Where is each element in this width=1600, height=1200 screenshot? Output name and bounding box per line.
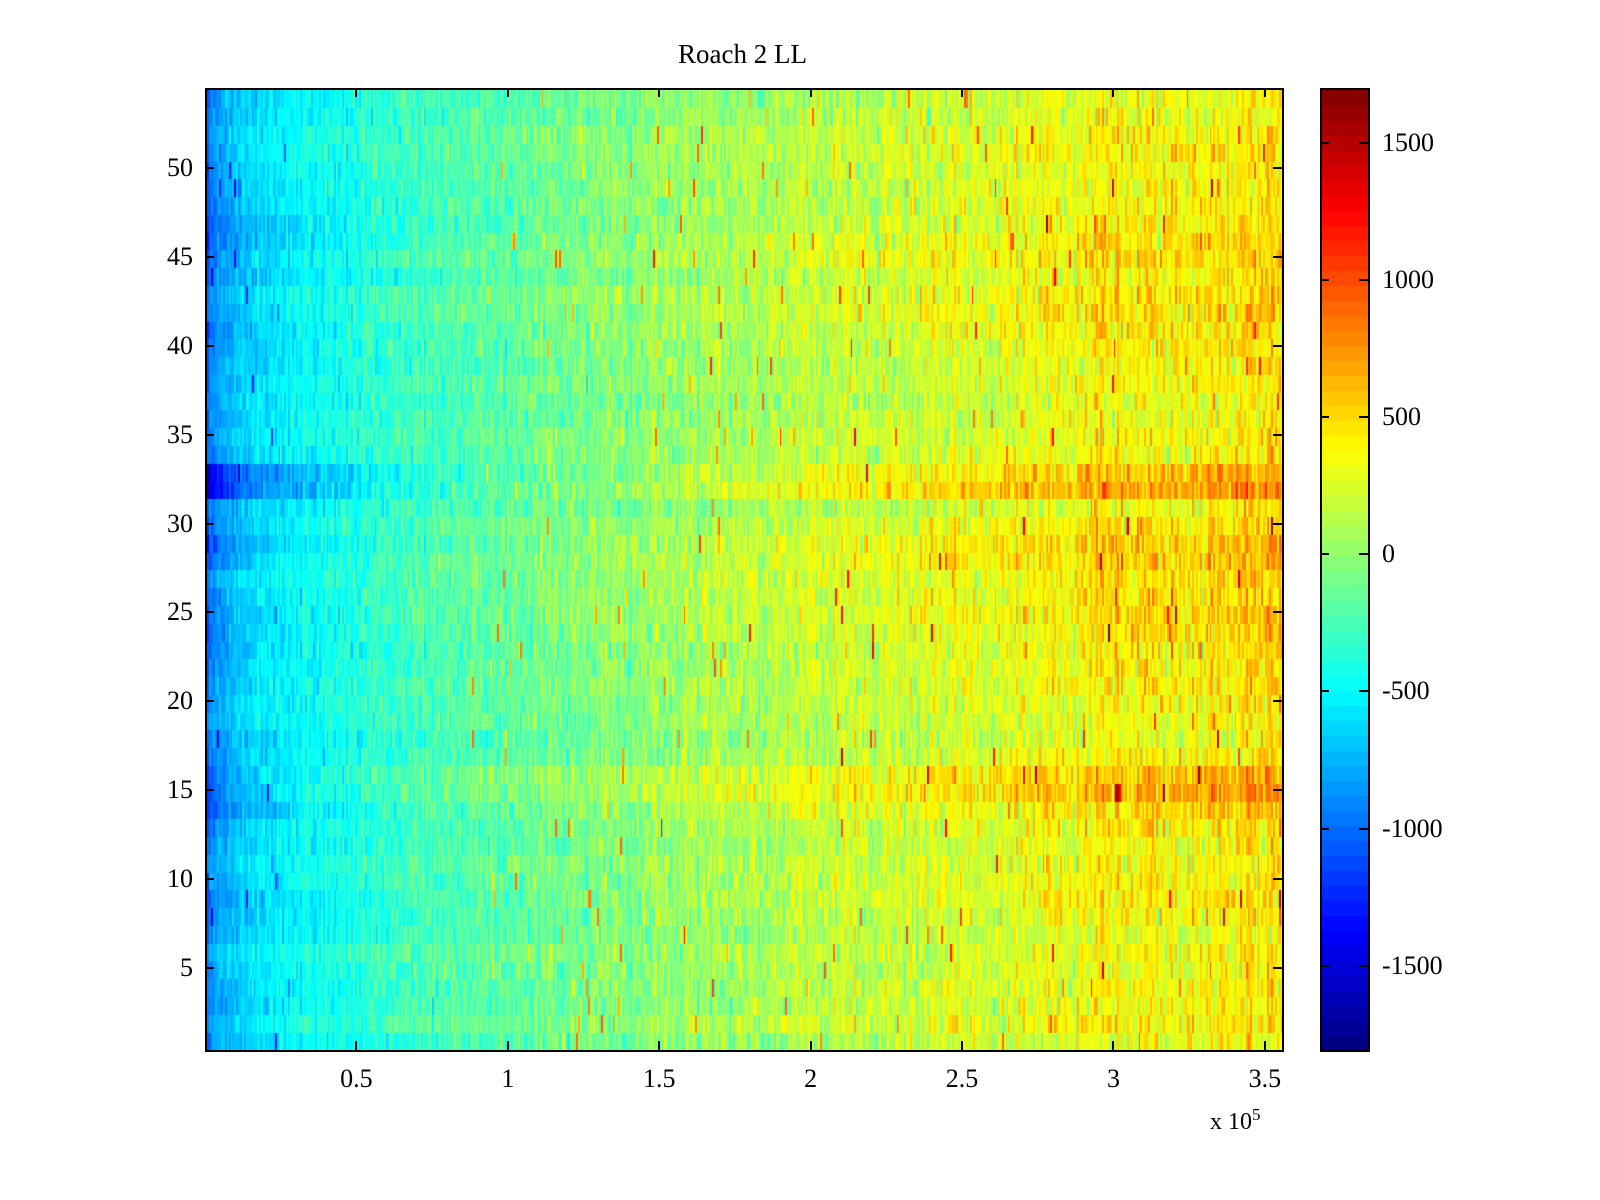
x-axis-tick-mark (1112, 88, 1115, 97)
colorbar-tick-mark (1320, 827, 1329, 830)
y-axis-tick-label: 5 (180, 953, 193, 982)
colorbar-tick-mark (1359, 141, 1368, 144)
y-axis-tick-mark (205, 344, 214, 347)
colorbar-tick-mark (1320, 964, 1329, 967)
colorbar-tick-mark (1359, 553, 1368, 556)
x-axis-tick-label: 1 (501, 1064, 515, 1093)
y-axis-tick-mark (205, 433, 214, 436)
x-axis-tick-label: 1.5 (642, 1064, 676, 1093)
colorbar-tick-mark (1320, 690, 1329, 693)
y-axis-tick-mark (1273, 522, 1282, 525)
y-axis-tick-mark (1273, 878, 1282, 881)
y-axis-tick-mark (205, 878, 214, 881)
x-axis-tick-label: 3 (1106, 1064, 1120, 1093)
y-axis-tick-mark (205, 255, 214, 258)
x-axis-tick-mark (1263, 88, 1266, 97)
y-axis-tick-mark (1273, 700, 1282, 703)
x-axis-tick-mark (355, 88, 358, 97)
colorbar-tick-mark (1359, 690, 1368, 693)
x-axis-tick-mark (1263, 1041, 1266, 1050)
colorbar-tick-label: 1500 (1382, 127, 1434, 157)
y-axis-tick-mark (1273, 344, 1282, 347)
colorbar-tick-mark (1359, 416, 1368, 419)
x-axis-tick-mark (1112, 1041, 1115, 1050)
x-axis-tick-label: 3.5 (1248, 1064, 1282, 1093)
x-axis-exponent-power: 5 (1252, 1105, 1261, 1124)
x-axis-tick-label: 2 (804, 1064, 818, 1093)
x-axis-tick-mark (961, 88, 964, 97)
y-axis-tick-mark (1273, 611, 1282, 614)
x-axis-tick-mark (658, 1041, 661, 1050)
y-axis-tick-mark (205, 167, 214, 169)
x-axis-tick-mark (658, 88, 661, 97)
x-axis-exponent-label: x 105 (1210, 1105, 1261, 1136)
y-axis-tick-label: 10 (167, 864, 193, 894)
y-axis-tick-label: 20 (167, 686, 193, 716)
colorbar-tick-mark (1359, 827, 1368, 830)
y-axis-tick-mark (1273, 967, 1282, 969)
colorbar-tick-label: 1000 (1382, 265, 1434, 294)
y-axis-tick-mark (205, 611, 214, 614)
colorbar-tick-label: -1000 (1382, 813, 1443, 843)
colorbar-tick-mark (1320, 416, 1329, 419)
y-axis-tick-mark (205, 522, 214, 525)
y-axis-tick-mark (1273, 255, 1282, 258)
y-axis-tick-mark (205, 789, 214, 792)
y-axis-tick-label: 40 (167, 330, 193, 360)
colorbar-gradient (1322, 90, 1368, 1050)
y-axis-tick-label: 45 (167, 241, 193, 271)
colorbar-tick-label: -500 (1382, 676, 1430, 706)
y-axis-tick-mark (1273, 789, 1282, 792)
colorbar[interactable] (1320, 88, 1370, 1052)
x-axis-tick-label: 0.5 (340, 1064, 373, 1093)
x-axis-tick-mark (506, 88, 509, 97)
x-axis-tick-label: 2.5 (945, 1064, 979, 1093)
y-axis-tick-mark (205, 700, 214, 703)
x-axis-tick-mark (961, 1041, 964, 1050)
colorbar-tick-mark (1359, 964, 1368, 967)
y-axis-tick-mark (205, 967, 214, 969)
colorbar-tick-label: 500 (1382, 402, 1421, 432)
y-axis-tick-label: 15 (167, 775, 193, 805)
y-axis-tick-mark (1273, 433, 1282, 436)
colorbar-tick-mark (1320, 279, 1329, 281)
x-axis-exponent-base: x 10 (1210, 1109, 1252, 1135)
y-axis-tick-mark (1273, 167, 1282, 169)
colorbar-tick-label: 0 (1382, 539, 1395, 569)
y-axis-tick-label: 25 (167, 597, 193, 627)
colorbar-tick-mark (1320, 553, 1329, 556)
x-axis-tick-mark (809, 1041, 812, 1050)
chart-title: Roach 2 LL (678, 39, 807, 69)
y-axis-tick-label: 50 (167, 153, 193, 182)
y-axis-tick-label: 30 (167, 508, 193, 538)
x-axis-tick-mark (355, 1041, 358, 1050)
colorbar-tick-mark (1320, 141, 1329, 144)
colorbar-tick-label: -1500 (1382, 950, 1443, 980)
x-axis-tick-mark (506, 1041, 509, 1050)
colorbar-tick-mark (1359, 279, 1368, 281)
heatmap-image (207, 90, 1282, 1050)
x-axis-tick-mark (809, 88, 812, 97)
heatmap-axes[interactable] (205, 88, 1284, 1052)
y-axis-tick-label: 35 (167, 419, 193, 449)
